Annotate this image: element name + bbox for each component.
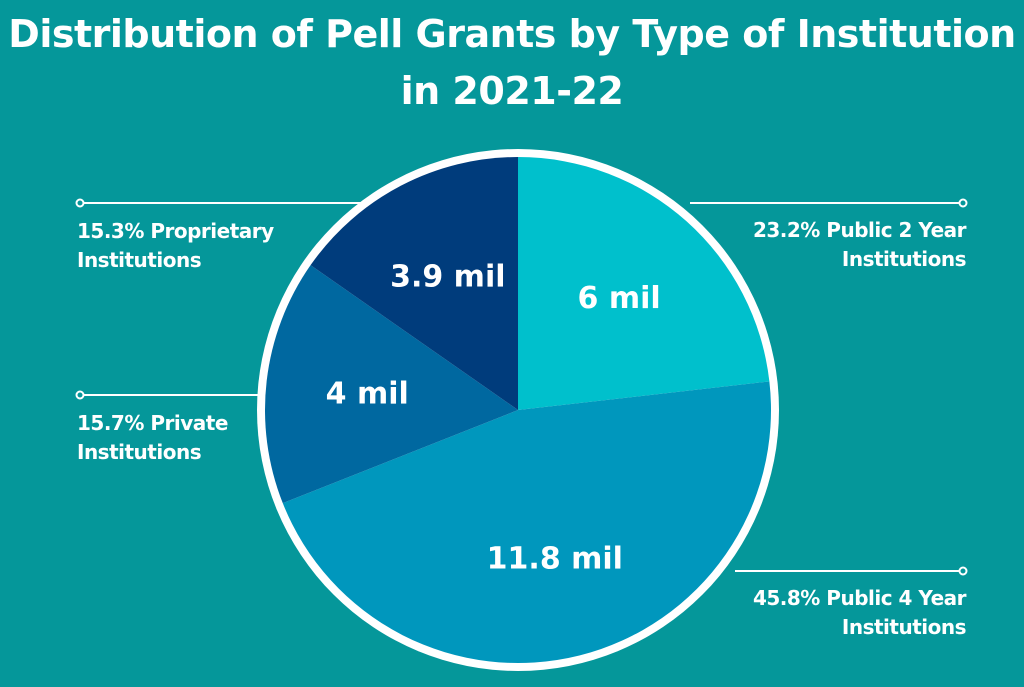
legend-text: Institutions — [841, 247, 967, 271]
legend-proprietary: 15.3% Proprietary Institutions — [77, 217, 274, 275]
slice-value-label: 6 mil — [578, 281, 661, 316]
slice-value-label: 4 mil — [326, 376, 409, 411]
legend-text: 15.3% Proprietary — [77, 219, 274, 243]
legend-private: 15.7% Private Institutions — [77, 409, 228, 467]
leader-dot — [75, 390, 85, 400]
legend-text: Institutions — [841, 615, 967, 639]
leader-dot — [958, 566, 968, 576]
legend-text: 15.7% Private — [77, 411, 228, 435]
legend-text: Institutions — [77, 440, 202, 464]
legend-leader-lines — [75, 198, 968, 576]
chart-title: Distribution of Pell Grants by Type of I… — [8, 12, 1016, 113]
leader-dot — [958, 198, 968, 208]
legend-public-4-year: 45.8% Public 4 Year Institutions — [752, 584, 967, 642]
pie-slice-public-4-year-institutions — [282, 381, 772, 664]
slice-value-label: 3.9 mil — [390, 259, 505, 294]
legend-text: Institutions — [77, 248, 202, 272]
leader-dot — [75, 198, 85, 208]
legend-text: 45.8% Public 4 Year — [752, 586, 967, 610]
legend-text: 23.2% Public 2 Year — [752, 218, 967, 242]
slice-value-label: 11.8 mil — [487, 541, 623, 576]
pie-slice-proprietary-institutions — [310, 157, 518, 410]
pie-slice-private-institutions — [265, 265, 518, 504]
pie-slice-public-2-year-institutions — [518, 157, 770, 410]
legend-public-2-year: 23.2% Public 2 Year Institutions — [752, 216, 967, 274]
